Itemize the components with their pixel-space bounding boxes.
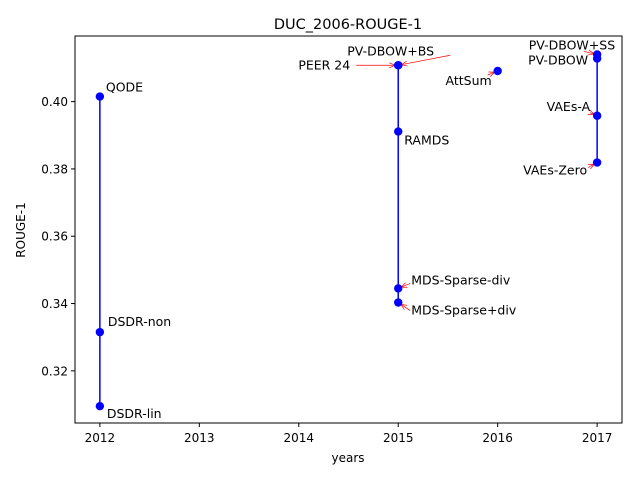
annotation-arrow — [584, 51, 595, 55]
data-point — [95, 92, 105, 101]
y-axis-label: ROUGE-1 — [14, 202, 28, 257]
x-tick-label: 2014 — [283, 431, 314, 445]
x-tick-label: 2012 — [85, 431, 116, 445]
data-point — [95, 401, 105, 411]
data-label: VAEs-Zero — [523, 163, 587, 178]
x-tick-label: 2015 — [383, 431, 414, 445]
data-label: DSDR-lin — [107, 406, 162, 421]
data-label: VAEs-A — [547, 99, 591, 114]
data-point — [394, 61, 403, 70]
data-label: MDS-Sparse+div — [411, 303, 517, 318]
data-point — [493, 66, 502, 76]
data-point — [394, 127, 403, 136]
annotation-arrow — [401, 54, 451, 66]
data-label: QODE — [106, 80, 143, 95]
annotation-arrowhead — [399, 303, 408, 310]
data-label: RAMDS — [404, 133, 449, 148]
data-point — [394, 298, 403, 307]
annotation-arrow — [400, 303, 411, 311]
data-point — [592, 54, 602, 63]
plot-frame — [74, 35, 623, 424]
data-point — [592, 158, 602, 167]
annotation-arrowhead — [588, 163, 596, 170]
y-tick-label: 0.38 — [41, 162, 68, 176]
data-point — [95, 327, 105, 337]
data-label: MDS-Sparse-div — [411, 272, 511, 287]
y-tick-label: 0.32 — [41, 364, 68, 378]
x-tick-label: 2013 — [184, 431, 215, 445]
data-label: PV-DBOW — [528, 53, 588, 68]
annotation-arrow — [400, 283, 411, 288]
y-tick-label: 0.36 — [41, 230, 68, 244]
annotation-arrow — [587, 163, 595, 168]
x-tick-label: 2016 — [482, 431, 513, 445]
data-label: AttSum — [446, 73, 492, 88]
annotation-arrow — [487, 71, 496, 76]
x-axis-label: years — [331, 451, 364, 465]
x-tick-label: 2017 — [582, 431, 613, 445]
chart-title: DUC_2006-ROUGE-1 — [274, 17, 422, 33]
data-label: PEER 24 — [298, 57, 350, 72]
data-label: PV-DBOW+SS — [529, 38, 615, 53]
data-point — [592, 111, 602, 120]
y-tick-label: 0.40 — [41, 95, 68, 109]
data-point — [394, 284, 403, 293]
y-tick-label: 0.34 — [41, 297, 68, 311]
data-label: DSDR-non — [108, 314, 171, 329]
data-label: PV-DBOW+BS — [347, 43, 434, 58]
